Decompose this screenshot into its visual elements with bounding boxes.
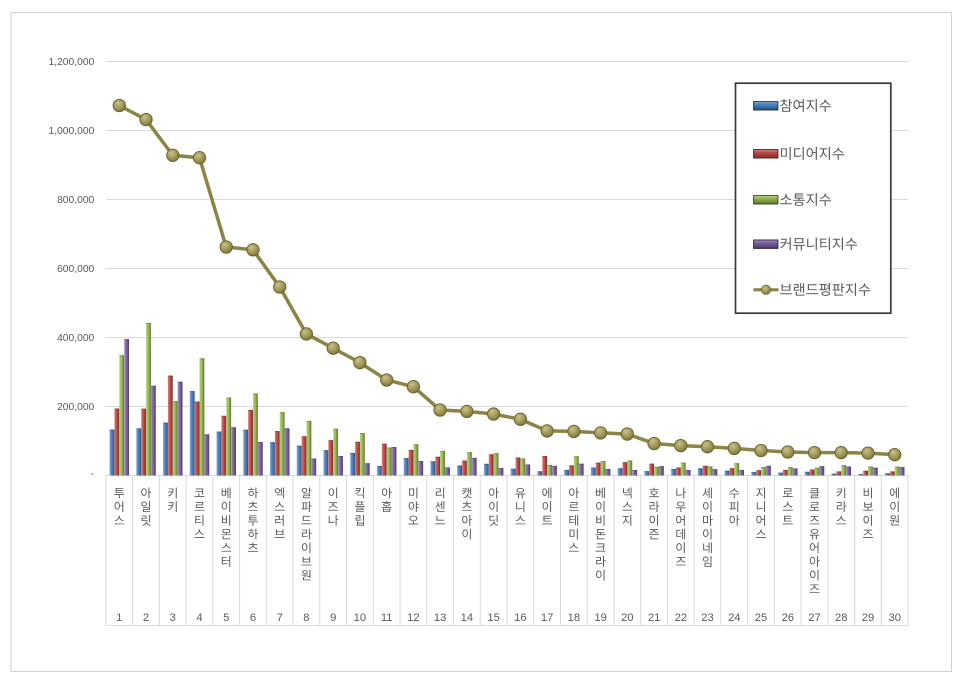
svg-text:600,000: 600,000 (57, 264, 94, 275)
svg-text:7: 7 (277, 612, 283, 624)
svg-text:14: 14 (461, 612, 473, 624)
svg-text:9: 9 (330, 612, 336, 624)
svg-text:20: 20 (621, 612, 633, 624)
svg-text:16: 16 (514, 612, 526, 624)
svg-text:27: 27 (808, 612, 820, 624)
svg-text:400,000: 400,000 (57, 333, 94, 344)
svg-text:800,000: 800,000 (57, 195, 94, 206)
svg-text:13: 13 (434, 612, 446, 624)
svg-text:23: 23 (701, 612, 713, 624)
svg-text:19: 19 (594, 612, 606, 624)
svg-text:18: 18 (568, 612, 580, 624)
svg-text:25: 25 (755, 612, 767, 624)
svg-text:10: 10 (354, 612, 366, 624)
svg-text:11: 11 (381, 612, 393, 624)
svg-text:12: 12 (407, 612, 419, 624)
svg-text:26: 26 (782, 612, 794, 624)
svg-text:1: 1 (116, 612, 122, 624)
svg-text:29: 29 (862, 612, 874, 624)
svg-text:1,000,000: 1,000,000 (48, 126, 94, 137)
svg-text:2: 2 (143, 612, 149, 624)
svg-text:24: 24 (728, 612, 740, 624)
svg-text:17: 17 (541, 612, 553, 624)
svg-text:-: - (91, 469, 94, 480)
svg-text:15: 15 (487, 612, 499, 624)
svg-text:21: 21 (648, 612, 660, 624)
svg-text:200,000: 200,000 (57, 402, 94, 413)
svg-text:30: 30 (888, 612, 900, 624)
svg-text:8: 8 (303, 612, 309, 624)
svg-text:1,200,000: 1,200,000 (48, 57, 94, 68)
svg-text:4: 4 (196, 612, 202, 624)
svg-text:28: 28 (835, 612, 847, 624)
svg-text:3: 3 (170, 612, 176, 624)
svg-text:22: 22 (675, 612, 687, 624)
svg-text:5: 5 (223, 612, 229, 624)
svg-text:6: 6 (250, 612, 256, 624)
